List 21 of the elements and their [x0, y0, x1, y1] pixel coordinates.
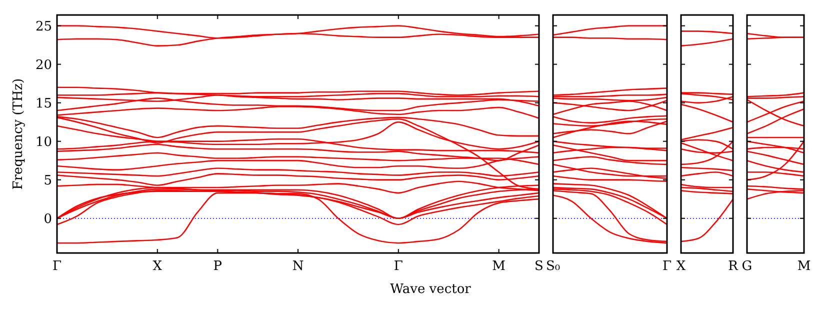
x-tick-label: S: [534, 259, 544, 274]
x-tick-label: R: [728, 259, 740, 274]
x-tick-label: Γ: [662, 259, 672, 274]
x-tick-label: Γ: [52, 259, 62, 274]
y-tick-label: 25: [35, 19, 52, 34]
y-tick-label: 15: [35, 96, 52, 112]
y-tick-label: 10: [35, 134, 52, 150]
x-tick-label: Γ: [394, 259, 403, 274]
x-tick-label: N: [292, 259, 304, 274]
y-tick-label: 5: [44, 173, 52, 188]
x-tick-label: M: [797, 259, 811, 274]
x-tick-label: M: [492, 259, 506, 274]
x-axis-title: Wave vector: [390, 282, 472, 297]
x-tick-label: X: [676, 259, 686, 274]
y-tick-label: 20: [35, 58, 52, 73]
x-tick-label: S₀: [546, 259, 560, 274]
x-tick-label: P: [213, 259, 222, 274]
y-tick-label: 0: [44, 212, 52, 227]
x-tick-label: X: [152, 259, 163, 274]
x-tick-label: G: [742, 259, 752, 274]
y-axis-title: Frequency (THz): [11, 78, 26, 190]
